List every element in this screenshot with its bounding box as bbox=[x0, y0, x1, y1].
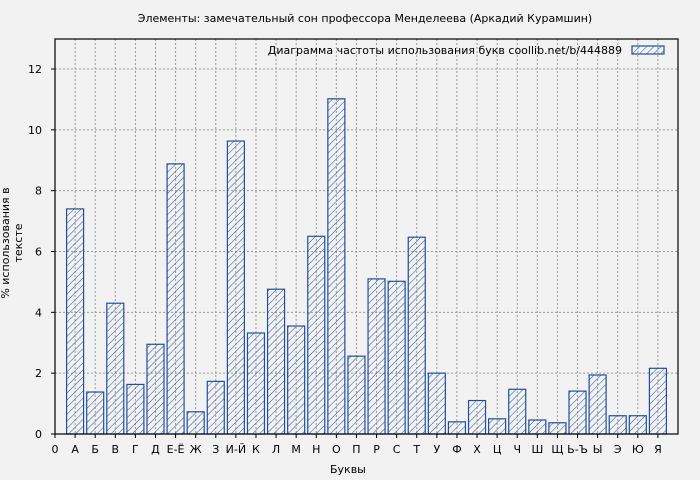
x-tick-label: Ж bbox=[190, 443, 202, 456]
bar bbox=[65, 208, 85, 435]
y-tick-label: 8 bbox=[35, 185, 42, 198]
bar bbox=[327, 98, 346, 435]
bar bbox=[226, 140, 245, 435]
bar bbox=[467, 399, 487, 435]
x-tick-label: Н bbox=[312, 443, 320, 456]
x-tick-label: Ю bbox=[632, 443, 644, 456]
y-tick-label: 12 bbox=[28, 63, 42, 76]
bar bbox=[166, 163, 185, 435]
y-tick-label: 10 bbox=[28, 124, 42, 137]
bar bbox=[367, 278, 386, 435]
bar bbox=[106, 302, 125, 435]
x-tick-label: З bbox=[212, 443, 219, 456]
bar bbox=[387, 280, 406, 435]
bar bbox=[347, 355, 366, 435]
y-tick-label: 6 bbox=[35, 246, 42, 259]
x-tick-label: Ш bbox=[531, 443, 543, 456]
x-tick-label: Щ bbox=[551, 443, 563, 456]
bar bbox=[447, 421, 467, 435]
x-tick-label: С bbox=[393, 443, 401, 456]
x-tick-label: 0 bbox=[52, 443, 59, 456]
x-tick-label: Ф bbox=[452, 443, 461, 456]
bar bbox=[266, 288, 286, 435]
x-tick-label: Л bbox=[272, 443, 280, 456]
x-tick-label: Б bbox=[91, 443, 99, 456]
x-tick-label: Ы bbox=[593, 443, 603, 456]
bar bbox=[628, 415, 647, 435]
plot-frame bbox=[54, 38, 679, 435]
bar bbox=[246, 332, 266, 435]
x-tick-label: Ч bbox=[513, 443, 521, 456]
y-tick-label: 2 bbox=[35, 367, 42, 380]
x-tick-label: О bbox=[332, 443, 341, 456]
x-tick-label: П bbox=[352, 443, 360, 456]
x-tick-label: А bbox=[71, 443, 79, 456]
x-tick-label: В bbox=[112, 443, 120, 456]
y-tick-label: 4 bbox=[35, 306, 42, 319]
bar bbox=[126, 383, 145, 435]
bar bbox=[648, 367, 668, 435]
bar bbox=[307, 235, 326, 435]
bar bbox=[146, 343, 165, 435]
x-tick-label: У bbox=[433, 443, 440, 456]
bar bbox=[588, 374, 607, 435]
x-tick-label: Р bbox=[373, 443, 380, 456]
chart-title: Элементы: замечательный сон профессора М… bbox=[137, 12, 593, 25]
x-tick-label: Ц bbox=[493, 443, 502, 456]
bar bbox=[86, 391, 105, 435]
bar bbox=[488, 418, 507, 435]
x-tick-label: Д bbox=[151, 443, 160, 456]
bar bbox=[608, 415, 627, 435]
bar bbox=[427, 372, 446, 435]
x-tick-label: Э bbox=[614, 443, 622, 456]
x-tick-label: Г bbox=[132, 443, 139, 456]
x-tick-label: Я bbox=[654, 443, 662, 456]
bar bbox=[407, 236, 426, 435]
y-axis-label: % использования в тексте bbox=[0, 187, 25, 299]
x-tick-label: Х bbox=[473, 443, 481, 456]
bar bbox=[548, 422, 567, 435]
bar bbox=[568, 390, 587, 435]
x-tick-label: И-Й bbox=[226, 443, 246, 456]
bar bbox=[508, 388, 527, 435]
legend-label: Диаграмма частоты использования букв coo… bbox=[268, 44, 622, 57]
x-axis-label: Буквы bbox=[330, 463, 366, 476]
x-tick-label: Е-Ё bbox=[167, 443, 185, 456]
x-tick-label: Т bbox=[412, 443, 420, 456]
bar bbox=[528, 419, 547, 435]
y-tick-label: 0 bbox=[35, 428, 42, 441]
bar bbox=[287, 325, 306, 435]
bar bbox=[206, 380, 225, 435]
x-tick-label: Ь-Ъ bbox=[567, 443, 588, 456]
x-tick-label: К bbox=[252, 443, 260, 456]
bar bbox=[186, 411, 205, 435]
x-tick-label: М bbox=[291, 443, 301, 456]
legend-swatch bbox=[631, 45, 665, 55]
